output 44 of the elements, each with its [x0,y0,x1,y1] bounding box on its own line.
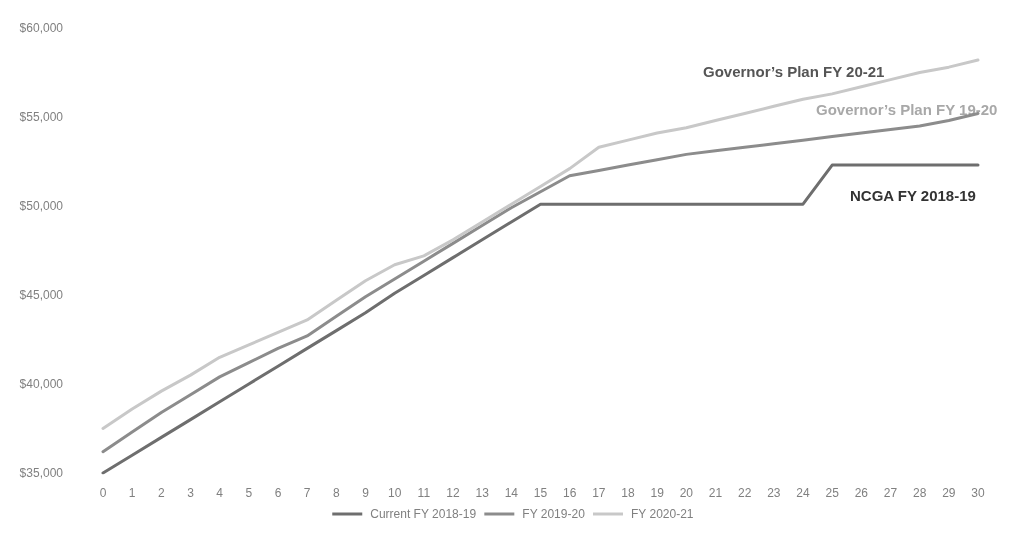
y-tick-label: $45,000 [19,288,64,302]
x-tick-label: 14 [504,486,519,500]
x-tick-label: 11 [417,486,431,500]
x-tick-label: 28 [912,486,927,500]
x-tick-label: 4 [216,486,224,500]
x-tick-label: 29 [942,486,956,500]
x-tick-label: 15 [533,486,548,500]
x-tick-label: 10 [387,486,402,500]
y-tick-label: $40,000 [19,377,64,391]
x-tick-label: 23 [767,486,781,500]
x-tick-label: 2 [157,486,165,500]
x-tick-label: 26 [854,486,869,500]
x-tick-label: 21 [708,486,723,500]
legend-label: FY 2019-20 [522,507,586,521]
x-tick-label: 20 [679,486,694,500]
annotation: NCGA FY 2018-19 [850,186,976,204]
x-tick-label: 13 [475,486,490,500]
y-tick-label: $60,000 [19,21,64,35]
x-tick-label: 30 [971,486,985,500]
x-tick-label: 12 [446,486,460,500]
x-tick-label: 3 [187,486,195,500]
x-tick-label: 19 [650,486,665,500]
y-tick-label: $55,000 [19,110,64,124]
x-tick-label: 5 [245,486,253,500]
x-tick-label: 22 [737,486,752,500]
x-tick-label: 25 [825,486,840,500]
x-tick-label: 8 [332,486,340,500]
x-tick-label: 6 [274,486,282,500]
x-tick-label: 9 [362,486,370,500]
x-tick-label: 18 [621,486,635,500]
annotation: Governor’s Plan FY 19-20 [816,100,998,118]
x-tick-label: 0 [99,486,107,500]
x-tick-label: 17 [592,486,606,500]
legend-label: Current FY 2018-19 [370,507,477,521]
x-tick-label: 1 [128,486,136,500]
line-series [101,163,980,475]
annotation: Governor’s Plan FY 20-21 [703,62,885,80]
x-tick-label: 24 [796,486,810,500]
y-tick-label: $35,000 [19,466,64,480]
x-tick-label: 27 [883,486,898,500]
y-tick-label: $50,000 [19,199,64,213]
x-tick-label: 7 [303,486,311,500]
legend-label: FY 2020-21 [631,507,694,521]
x-tick-label: 16 [562,486,577,500]
